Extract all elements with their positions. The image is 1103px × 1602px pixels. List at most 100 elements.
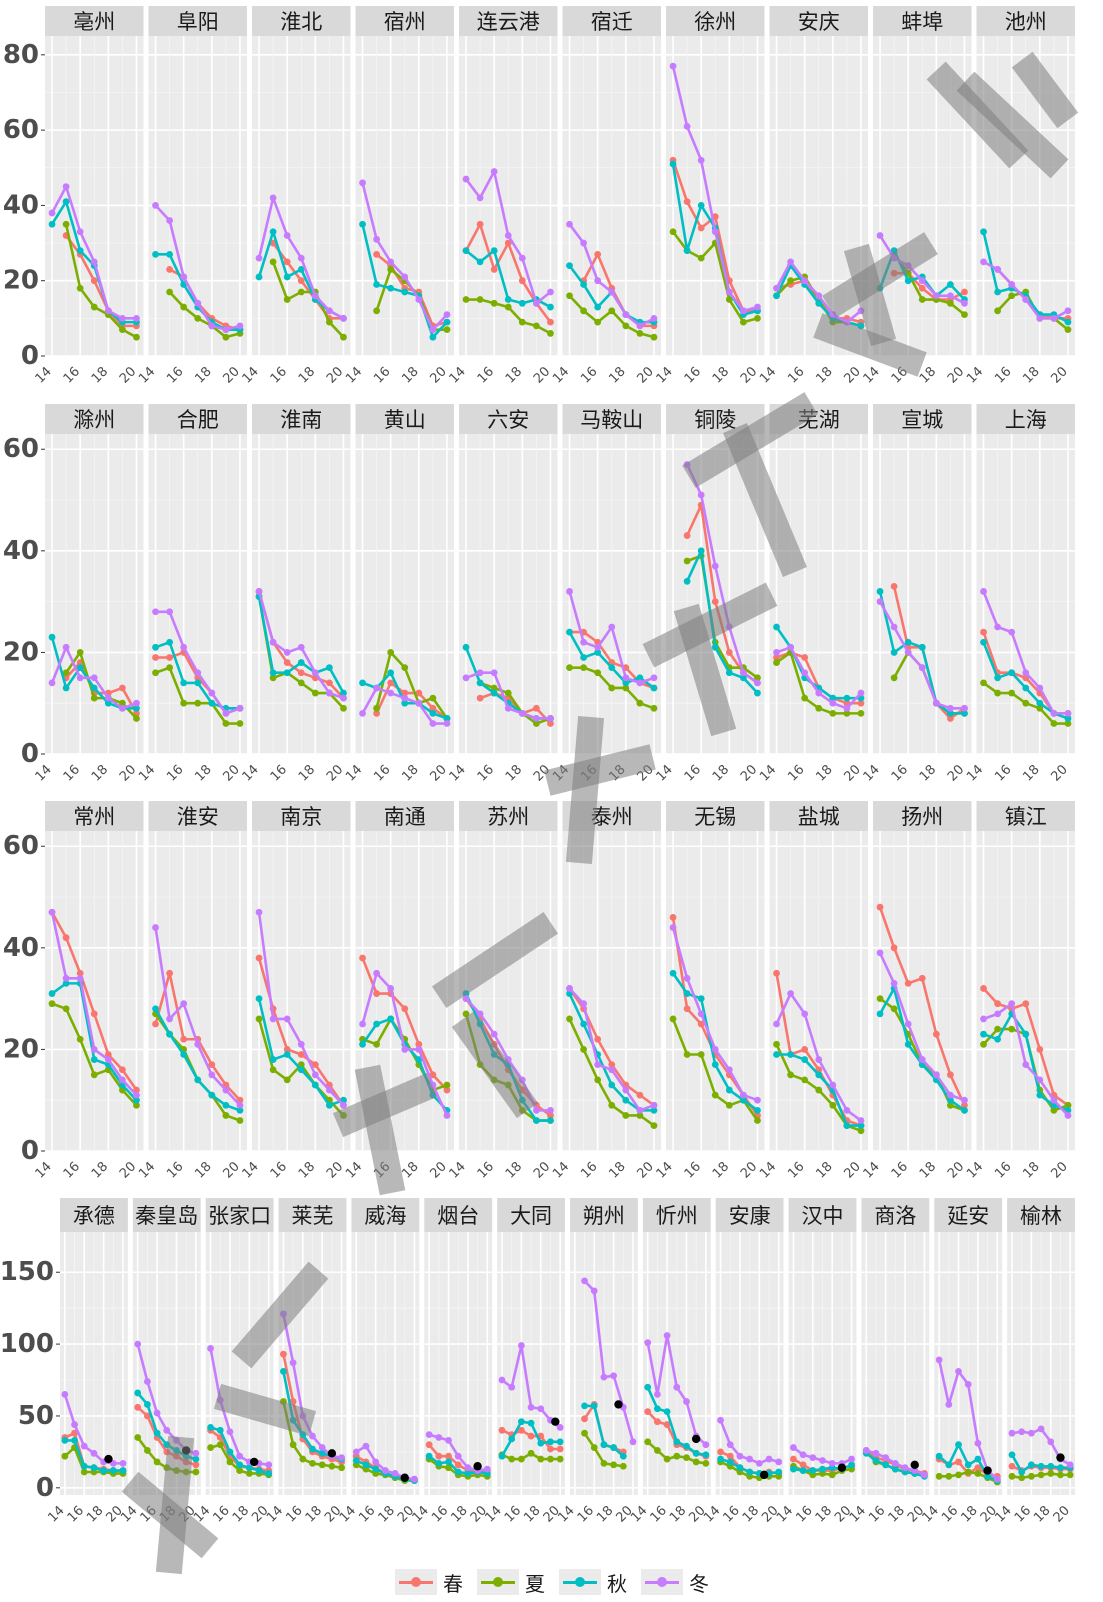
data-point bbox=[946, 704, 954, 712]
data-point bbox=[352, 1457, 360, 1464]
data-point bbox=[289, 1441, 297, 1449]
data-point bbox=[994, 288, 1002, 296]
data-point bbox=[325, 689, 333, 697]
data-point bbox=[622, 684, 630, 692]
data-point bbox=[166, 1015, 174, 1023]
x-tick-label: 18 bbox=[1020, 364, 1042, 386]
data-point bbox=[1050, 1106, 1058, 1114]
data-point bbox=[1008, 1451, 1016, 1459]
data-point bbox=[594, 649, 602, 656]
data-point bbox=[773, 969, 780, 977]
data-point bbox=[118, 684, 126, 692]
x-tick-label: 14 bbox=[550, 364, 572, 386]
data-point bbox=[619, 1452, 627, 1460]
data-point bbox=[697, 156, 705, 164]
data-point bbox=[636, 1112, 644, 1119]
data-point bbox=[692, 1458, 700, 1466]
data-point bbox=[984, 1472, 992, 1480]
data-point bbox=[622, 311, 630, 318]
highlight-point bbox=[400, 1473, 409, 1482]
data-point bbox=[222, 333, 230, 341]
data-point bbox=[711, 1046, 719, 1053]
x-tick-label: 18 bbox=[606, 364, 628, 386]
y-tick-label: 20 bbox=[3, 1034, 39, 1064]
data-point bbox=[61, 1436, 69, 1444]
data-point bbox=[1036, 684, 1044, 692]
data-point bbox=[48, 990, 56, 997]
data-point bbox=[208, 699, 216, 707]
data-point bbox=[401, 694, 409, 702]
data-point bbox=[362, 1461, 370, 1469]
facet-title: 榆林 bbox=[1020, 1204, 1062, 1228]
data-point bbox=[815, 1086, 823, 1094]
data-point bbox=[325, 307, 333, 315]
data-point bbox=[801, 1056, 809, 1063]
x-tick-label: 14 bbox=[654, 1159, 676, 1181]
data-point bbox=[454, 1461, 462, 1469]
data-point bbox=[725, 1101, 733, 1109]
legend-dot bbox=[493, 1577, 503, 1587]
data-point bbox=[118, 314, 126, 322]
data-point bbox=[725, 649, 733, 656]
x-tick-label: 18 bbox=[813, 762, 835, 784]
data-point bbox=[180, 303, 188, 311]
data-point bbox=[283, 1051, 291, 1058]
data-point bbox=[283, 273, 291, 281]
data-point bbox=[581, 1415, 588, 1423]
x-tick-label: 18 bbox=[399, 1159, 421, 1181]
data-point bbox=[372, 1465, 380, 1473]
data-point bbox=[857, 699, 865, 707]
data-point bbox=[387, 985, 395, 992]
data-point bbox=[622, 674, 630, 682]
data-point bbox=[961, 288, 968, 296]
x-tick-label: 16 bbox=[61, 1159, 83, 1181]
data-point bbox=[1022, 699, 1030, 707]
x-tick-label: 18 bbox=[399, 364, 421, 386]
data-point bbox=[476, 679, 484, 687]
legend-item: 夏 bbox=[477, 1568, 545, 1597]
data-point bbox=[119, 1467, 127, 1474]
data-point bbox=[1008, 1025, 1016, 1033]
data-point bbox=[325, 664, 333, 672]
data-point bbox=[787, 258, 795, 266]
x-tick-label: 16 bbox=[992, 762, 1014, 784]
facet-title: 安康 bbox=[729, 1204, 771, 1228]
facet-strip bbox=[355, 404, 454, 434]
data-point bbox=[80, 1468, 88, 1476]
data-point bbox=[1022, 296, 1030, 303]
data-point bbox=[918, 284, 926, 292]
data-point bbox=[1027, 1429, 1035, 1437]
data-point bbox=[152, 250, 159, 258]
data-point bbox=[843, 1106, 851, 1114]
data-point bbox=[994, 1025, 1002, 1033]
data-point bbox=[556, 1438, 564, 1446]
data-point bbox=[401, 273, 409, 281]
x-tick-label: 16 bbox=[164, 762, 186, 784]
data-point bbox=[269, 674, 277, 682]
x-tick-label: 18 bbox=[606, 1159, 628, 1181]
data-point bbox=[373, 684, 381, 692]
data-point bbox=[994, 266, 1002, 273]
data-point bbox=[799, 1451, 807, 1459]
facet-strip bbox=[252, 404, 351, 434]
data-point bbox=[669, 62, 677, 70]
y-tick-label: 60 bbox=[3, 115, 39, 145]
data-point bbox=[566, 628, 573, 636]
data-point bbox=[207, 1424, 214, 1431]
data-point bbox=[932, 1071, 940, 1079]
data-point bbox=[773, 284, 780, 292]
data-point bbox=[1037, 1462, 1045, 1470]
data-point bbox=[133, 333, 140, 341]
data-point bbox=[236, 1452, 244, 1460]
data-point bbox=[725, 669, 733, 677]
data-point bbox=[498, 1452, 506, 1460]
x-tick-label: 14 bbox=[757, 364, 779, 386]
data-point bbox=[594, 669, 602, 677]
x-tick-label: 16 bbox=[475, 762, 497, 784]
data-point bbox=[711, 1061, 719, 1069]
data-point bbox=[829, 1081, 837, 1089]
facet-strip bbox=[132, 1198, 201, 1232]
x-tick-label: 14 bbox=[136, 364, 158, 386]
data-point bbox=[622, 1096, 630, 1104]
data-point bbox=[876, 598, 884, 606]
